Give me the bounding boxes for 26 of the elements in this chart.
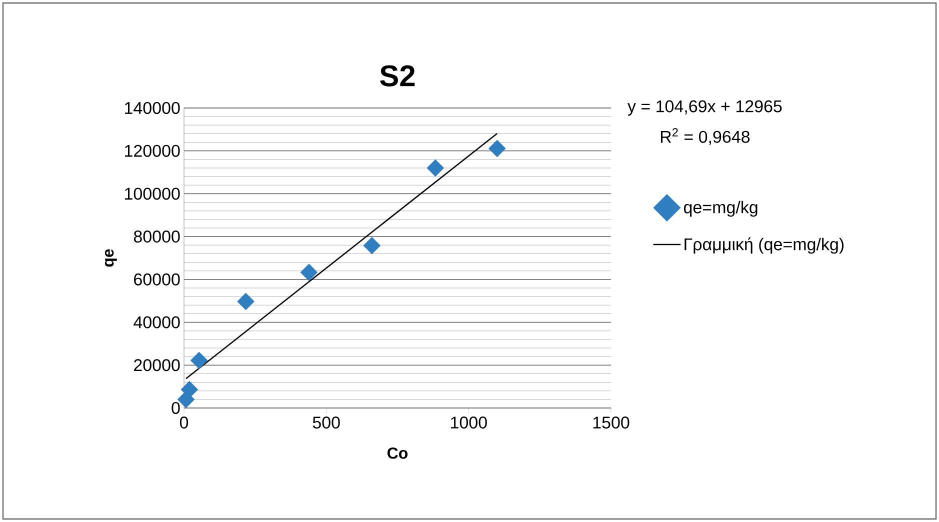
point xyxy=(363,236,381,254)
x-tick-label: 0 xyxy=(180,416,188,429)
x-tick-label: 1000 xyxy=(451,416,487,429)
y-tick-label: 120000 xyxy=(125,144,180,157)
y-tick-label: 80000 xyxy=(134,230,180,243)
x-tick-label: 1500 xyxy=(593,416,630,429)
text: y = 104,69x + 12965 xyxy=(627,100,782,116)
y-tick-label: 40000 xyxy=(134,316,180,328)
y-tick-label: 100000 xyxy=(125,188,180,200)
x-tick-label: 500 xyxy=(312,416,340,429)
point xyxy=(237,292,254,310)
y-tick-label: 20000 xyxy=(134,359,180,372)
legend-label: qe=mg/kg xyxy=(684,200,758,217)
point xyxy=(426,159,444,177)
chart-title: S2 xyxy=(380,65,415,86)
y-axis-title: qe xyxy=(104,249,117,267)
y-tick-label: 0 xyxy=(172,402,180,414)
x-axis-title: Co xyxy=(388,447,408,459)
text: R$^{2}$ = 0,9648 xyxy=(660,128,750,145)
legend-label: Γραμμική (qe=mg/kg) xyxy=(684,237,844,254)
point xyxy=(190,352,208,370)
point xyxy=(180,380,198,398)
point xyxy=(488,140,506,158)
point xyxy=(300,264,318,282)
y-tick-label: 140000 xyxy=(125,102,180,114)
y-tick-label: 60000 xyxy=(134,273,180,286)
